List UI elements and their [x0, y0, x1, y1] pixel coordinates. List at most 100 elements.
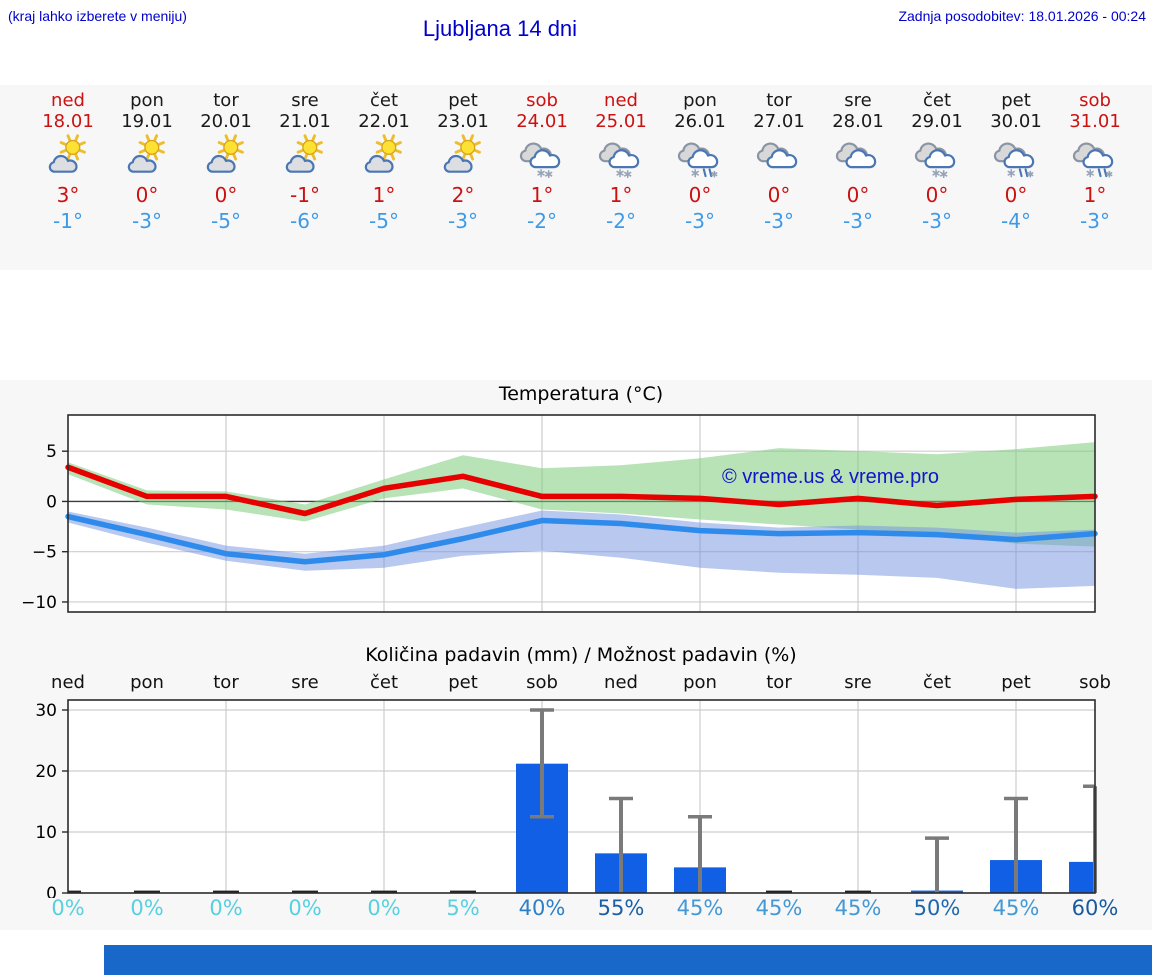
precip-probability-label: 60% [1071, 896, 1119, 920]
precip-probability-label: 45% [676, 896, 724, 920]
charts-area: Temperatura (°C) 5 0 −5 −10 © vreme.us & vr… [0, 380, 1152, 930]
precip-day-label: sre [291, 672, 319, 693]
day-name: ned [51, 90, 85, 111]
forecast-day-column: pet 30.01 0° -4° [978, 90, 1054, 233]
precip-probability-label: 0% [130, 896, 164, 920]
precip-day-label: pon [130, 672, 164, 693]
menu-hint-text: (kraj lahko izberete v meniju) [8, 8, 187, 24]
day-high-temp: 1° [609, 183, 633, 207]
precip-day-label: čet [369, 672, 399, 693]
precipitation-chart-title: Količina padavin (mm) / Možnost padavin … [365, 644, 797, 666]
day-name: pon [683, 90, 717, 111]
precip-zero-tick [450, 890, 476, 893]
day-low-temp: -3° [1080, 209, 1110, 233]
weather-icon-box [1057, 134, 1133, 180]
precipitation-probability-row: 0% 0% 0% 0% 0% 5% 40% 55% 45% 45% 45% 50% 45% 60% [0, 896, 1152, 928]
day-date: 25.01 [595, 111, 647, 132]
precip-zero-tick [134, 890, 160, 893]
day-low-temp: -3° [685, 209, 715, 233]
precip-day-label: tor [766, 672, 792, 693]
day-name: pet [448, 90, 478, 111]
partly-cloudy-icon [206, 134, 244, 173]
day-low-temp: -5° [369, 209, 399, 233]
forecast-day-column: sob 31.01 1° -3° [1057, 90, 1133, 233]
precip-probability-label: 50% [913, 896, 961, 920]
day-low-temp: -2° [606, 209, 636, 233]
precip-day-label: ned [51, 672, 85, 693]
partly-cloudy-icon [364, 134, 402, 173]
day-name: sob [526, 90, 558, 111]
forecast-day-column: ned 25.01 1° -2° [583, 90, 659, 233]
day-low-temp: -4° [1001, 209, 1031, 233]
forecast-day-column: čet 22.01 1° -5° [346, 90, 422, 233]
precip-probability-label: 55% [597, 896, 645, 920]
day-date: 21.01 [279, 111, 331, 132]
precip-zero-tick [845, 890, 871, 893]
day-high-temp: 0° [767, 183, 791, 207]
precip-day-label: čet [922, 672, 952, 693]
snow-icon [914, 142, 956, 179]
day-low-temp: -1° [53, 209, 83, 233]
precip-day-label: ned [604, 672, 638, 693]
uncertainty-band [68, 510, 1095, 589]
day-high-temp: 1° [372, 183, 396, 207]
precip-day-label: sob [1079, 672, 1111, 693]
forecast-day-column: tor 27.01 0° -3° [741, 90, 817, 233]
sleet-icon [677, 142, 719, 178]
day-date: 18.01 [42, 111, 94, 132]
snow-icon [519, 142, 561, 179]
day-name: sob [1079, 90, 1111, 111]
day-high-temp: 3° [56, 183, 80, 207]
weather-icon-box [346, 134, 422, 180]
day-date: 19.01 [121, 111, 173, 132]
weather-icon-box [504, 134, 580, 180]
day-low-temp: -3° [843, 209, 873, 233]
day-date: 30.01 [990, 111, 1042, 132]
precip-probability-label: 45% [992, 896, 1040, 920]
day-name: tor [766, 90, 792, 111]
precip-probability-label: 45% [834, 896, 882, 920]
day-name: ned [604, 90, 638, 111]
weather-icon-box [978, 134, 1054, 180]
cloudy-icon [835, 142, 877, 169]
day-name: čet [369, 90, 399, 111]
day-name: sre [291, 90, 319, 111]
precip-ytick-label: 10 [35, 823, 57, 843]
partly-cloudy-icon [443, 134, 481, 173]
precip-day-label: pet [1001, 672, 1031, 693]
temperature-chart: 5 0 −5 −10 [21, 414, 1098, 613]
day-date: 20.01 [200, 111, 252, 132]
temp-ytick-label: −5 [32, 543, 57, 563]
weather-icon-box [741, 134, 817, 180]
precip-probability-label: 40% [518, 896, 566, 920]
partly-cloudy-icon [285, 134, 323, 173]
forecast-day-column: pon 19.01 0° -3° [109, 90, 185, 233]
day-date: 29.01 [911, 111, 963, 132]
weather-icon-box [425, 134, 501, 180]
day-name: pon [130, 90, 164, 111]
temperature-chart-title: Temperatura (°C) [498, 383, 664, 405]
day-high-temp: 1° [1083, 183, 1107, 207]
day-high-temp: 0° [925, 183, 949, 207]
day-high-temp: 0° [846, 183, 870, 207]
day-name: pet [1001, 90, 1031, 111]
precip-probability-label: 45% [755, 896, 803, 920]
precip-day-label: sob [526, 672, 558, 693]
day-high-temp: 0° [1004, 183, 1028, 207]
day-high-temp: -1° [290, 183, 320, 207]
precipitation-chart: 0 10 20 30 [35, 699, 1097, 898]
forecast-day-column: pet 23.01 2° -3° [425, 90, 501, 233]
forecast-day-column: ned 18.01 3° -1° [30, 90, 106, 233]
watermark-text: © vreme.us & vreme.pro [722, 466, 940, 488]
day-date: 26.01 [674, 111, 726, 132]
forecast-day-column: sob 24.01 1° -2° [504, 90, 580, 233]
sleet-icon [993, 142, 1035, 178]
precip-probability-label: 0% [367, 896, 401, 920]
day-low-temp: -2° [527, 209, 557, 233]
precip-day-label: pet [448, 672, 478, 693]
temp-ytick-label: 5 [46, 442, 57, 462]
precip-zero-tick [371, 890, 397, 893]
temperature-line [65, 513, 1098, 565]
day-high-temp: 0° [214, 183, 238, 207]
precip-zero-tick [766, 890, 792, 893]
